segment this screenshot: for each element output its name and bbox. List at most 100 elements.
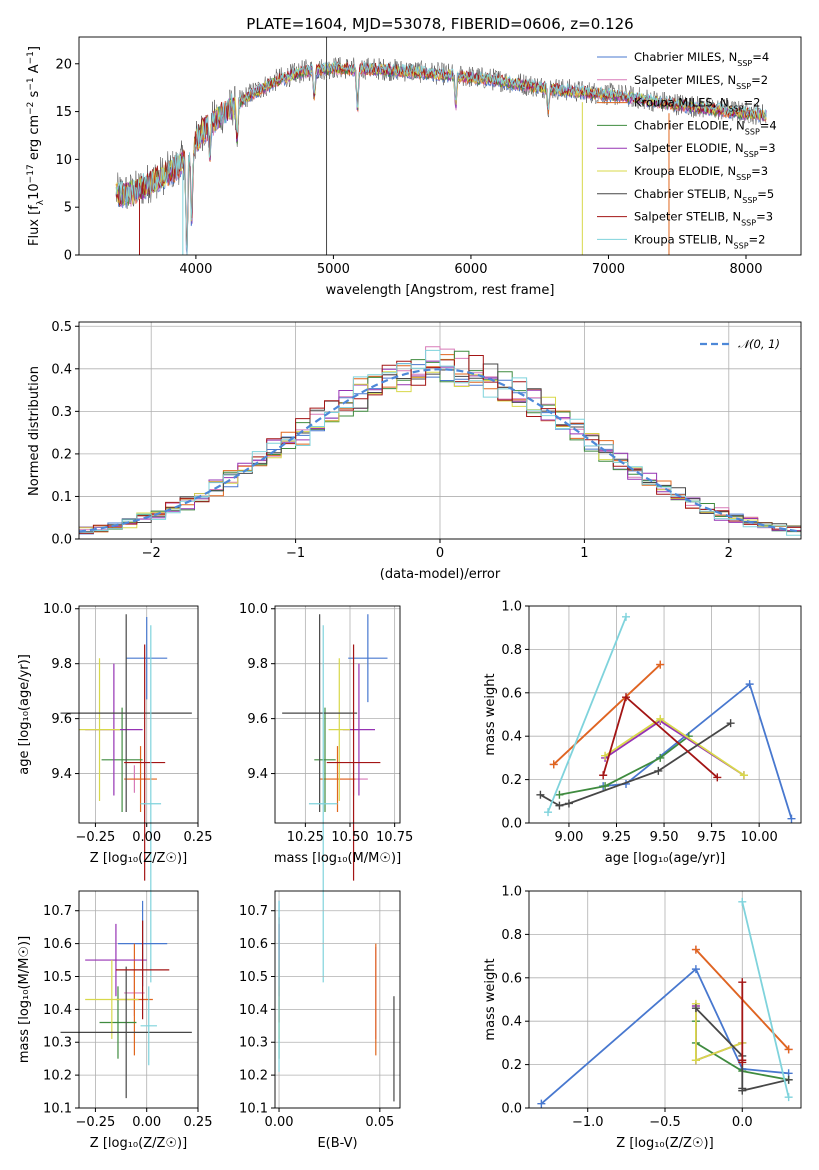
spectrum-ylabel-part: ] <box>27 46 42 51</box>
weight-vs-Z-ytick-label: 0.2 <box>501 1058 522 1073</box>
weight-vs-Z-xtick-label: 0.0 <box>732 1115 753 1130</box>
age-vs-Z-ytick-label: 10.0 <box>43 602 72 617</box>
legend-sub: SSP <box>736 173 751 182</box>
weight-vs-age-ylabel: mass weight <box>483 673 498 755</box>
legend-n: =2 <box>744 96 761 110</box>
spectrum-ylabel-part: λ <box>36 199 46 205</box>
spectrum-xtick-label: 4000 <box>179 262 212 277</box>
mass-vs-Z-ytick-label: 10.6 <box>43 937 72 952</box>
mass-vs-EBV-ticks: 0.00 0.05 10.1 10.2 10.3 10.4 10.5 10.6 10.7 <box>239 904 394 1130</box>
mass-vs-EBV-ytick-label: 10.4 <box>239 1003 268 1018</box>
histogram-xlabel: (data-model)/error <box>380 567 501 582</box>
weight-vs-Z-ytick-label: 0.4 <box>501 1015 522 1030</box>
mass-vs-Z-xtick-label: −0.25 <box>75 1115 115 1130</box>
spectrum-ticks: 4000 5000 6000 7000 8000 0 5 10 15 20 <box>55 57 762 277</box>
spectrum-ylabel-part: −1 <box>26 51 36 64</box>
weight-vs-Z-ytick-label: 1.0 <box>501 885 522 900</box>
legend-n: =2 <box>749 232 766 246</box>
spectrum-legend-label: Kroupa MILES, NSSP=2 <box>634 96 760 114</box>
weight-vs-Z-xtick-label: −1.0 <box>572 1115 604 1130</box>
legend-text: Chabrier MILES, N <box>634 50 737 64</box>
weight-vs-Z-ylabel: mass weight <box>483 958 498 1040</box>
histogram-legend-label: 𝒩(0, 1) <box>738 337 780 351</box>
weight-vs-Z-xlabel: Z [log₁₀(Z/Z☉)] <box>616 1136 713 1151</box>
age-vs-mass-ytick-label: 9.4 <box>247 767 268 782</box>
weight-vs-Z-series <box>540 967 789 1105</box>
spectrum-ytick-label: 10 <box>55 153 72 168</box>
weight-vs-age-marker <box>656 753 665 762</box>
mass-vs-EBV-xlabel: E(B-V) <box>317 1136 357 1151</box>
weight-vs-age-xtick-label: 9.50 <box>650 830 679 845</box>
spectrum-xtick-label: 7000 <box>592 262 625 277</box>
weight-vs-Z-series <box>741 901 790 1098</box>
age-vs-mass-xtick-label: 10.25 <box>287 830 324 845</box>
weight-vs-age-marker <box>601 751 610 760</box>
mass-vs-EBV-ytick-label: 10.3 <box>239 1036 268 1051</box>
age-vs-mass-ytick-label: 9.8 <box>247 657 268 672</box>
legend-sub: SSP <box>736 81 751 90</box>
weight-vs-age-frame <box>528 605 802 824</box>
histogram-step <box>79 346 801 532</box>
weight-vs-age-grid <box>529 605 801 824</box>
age-vs-Z-ytick-label: 9.6 <box>51 712 72 727</box>
weight-vs-age-marker <box>599 771 608 780</box>
mass-vs-EBV-ytick-label: 10.6 <box>239 937 268 952</box>
legend-sub: SSP <box>742 195 757 204</box>
weight-vs-Z-marker <box>738 1058 747 1067</box>
legend-sub: SSP <box>741 218 756 227</box>
histogram-ytick-label: 0.3 <box>51 405 72 420</box>
mass-vs-Z-frame <box>78 890 199 1109</box>
histogram-xtick-label: 1 <box>580 546 588 561</box>
age-vs-Z-ytick-label: 9.4 <box>51 767 72 782</box>
spectrum-legend-label: Chabrier ELODIE, NSSP=4 <box>634 118 777 136</box>
mass-vs-EBV-xtick-label: 0.05 <box>365 1115 394 1130</box>
mass-vs-Z-xtick-label: 0.00 <box>132 1115 161 1130</box>
histogram-ylabel: Normed distribution <box>27 366 42 496</box>
spectrum-ytick-label: 20 <box>55 57 72 72</box>
weight-vs-age-xtick-label: 9.25 <box>602 830 631 845</box>
histogram-ytick-label: 0.2 <box>51 447 72 462</box>
weight-vs-age-marker <box>656 714 665 723</box>
weight-vs-age-marker <box>544 808 553 817</box>
spectrum-xtick-label: 6000 <box>454 262 487 277</box>
weight-vs-age-marker <box>536 790 545 799</box>
weight-vs-Z-marker <box>691 965 700 974</box>
legend-text: Kroupa STELIB, N <box>634 232 734 246</box>
age-vs-Z-frame <box>78 605 199 824</box>
age-vs-mass-xtick-label: 10.75 <box>376 830 413 845</box>
weight-vs-age-ticks: 9.00 9.25 9.50 9.75 10.00 0.0 0.2 0.4 0.6 0.8 1.0 <box>501 600 777 846</box>
weight-vs-age-xtick-label: 9.00 <box>554 830 583 845</box>
weight-vs-age-marker <box>564 799 573 808</box>
spectrum-legend-label: Chabrier STELIB, NSSP=5 <box>634 187 774 205</box>
weight-vs-age-panel: 9.00 9.25 9.50 9.75 10.00 0.0 0.2 0.4 0.6 0.8 1.0 a… <box>483 600 802 866</box>
normal-curve <box>78 368 799 533</box>
spectrum-panel: 4000 5000 6000 7000 8000 0 5 10 15 20 wavelength … <box>26 36 802 298</box>
age-vs-Z-ylabel: age [log₁₀(age/yr)] <box>17 654 32 775</box>
age-vs-Z-xtick-label: −0.25 <box>75 830 115 845</box>
spectrum-ytick-label: 15 <box>55 105 72 120</box>
legend-text: Chabrier STELIB, N <box>634 187 742 201</box>
spectrum-legend-label: Kroupa STELIB, NSSP=2 <box>634 232 765 250</box>
mass-vs-Z-ytick-label: 10.1 <box>43 1102 72 1117</box>
legend-n: =3 <box>759 141 776 155</box>
histogram-xtick-label: −2 <box>142 546 161 561</box>
weight-vs-age-marker <box>739 771 748 780</box>
weight-vs-age-marker <box>555 790 564 799</box>
age-vs-Z-grid <box>79 606 199 823</box>
mass-vs-Z-ytick-label: 10.4 <box>43 1003 72 1018</box>
weight-vs-age-series <box>603 682 793 819</box>
mass-vs-EBV-xtick-label: 0.00 <box>265 1115 294 1130</box>
weight-vs-Z-marks <box>537 897 793 1108</box>
spectrum-ylabel-part: A <box>27 64 42 77</box>
weight-vs-Z-ytick-label: 0.6 <box>501 971 522 986</box>
mass-vs-Z-panel: −0.25 0.00 0.25 10.1 10.2 10.3 10.4 10.5 10.6 10.… <box>17 890 212 1151</box>
weight-vs-age-marker <box>745 680 754 689</box>
histogram-ytick-label: 0.0 <box>51 533 72 548</box>
weight-vs-age-series <box>602 695 718 779</box>
weight-vs-age-ytick-label: 0.6 <box>501 686 522 701</box>
weight-vs-age-marks <box>536 612 796 823</box>
weight-vs-age-ytick-label: 0.2 <box>501 773 522 788</box>
spectrum-ylabel-part: −2 <box>26 102 36 115</box>
spectrum-ylabel-part: −17 <box>26 164 36 183</box>
